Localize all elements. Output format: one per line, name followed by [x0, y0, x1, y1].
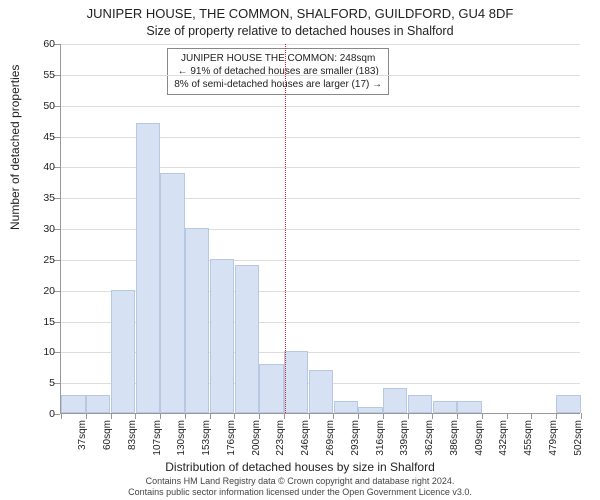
y-tick-label: 25	[29, 254, 55, 266]
x-tick-label: 479sqm	[548, 420, 559, 456]
y-tick-label: 5	[29, 377, 55, 389]
histogram-bar	[185, 228, 209, 413]
x-axis-label: Distribution of detached houses by size …	[0, 460, 600, 474]
x-tick-label: 200sqm	[251, 420, 262, 456]
x-tick-label: 37sqm	[77, 420, 88, 450]
y-tick-label: 0	[29, 408, 55, 420]
histogram-bar	[457, 401, 481, 413]
histogram-bar	[309, 370, 333, 413]
x-tick-label: 386sqm	[449, 420, 460, 456]
histogram-bar	[160, 173, 184, 414]
chart-title-2: Size of property relative to detached ho…	[0, 24, 600, 38]
y-tick-label: 20	[29, 285, 55, 297]
x-tick-label: 130sqm	[176, 420, 187, 456]
histogram-bar	[358, 407, 382, 413]
x-tick	[185, 413, 186, 419]
histogram-bar	[136, 123, 160, 413]
x-tick	[210, 413, 211, 419]
x-tick	[309, 413, 310, 419]
footer-text: Contains HM Land Registry data © Crown c…	[0, 476, 600, 498]
x-tick	[408, 413, 409, 419]
x-tick-label: 432sqm	[498, 420, 509, 456]
y-tick-label: 15	[29, 316, 55, 328]
x-tick-label: 246sqm	[300, 420, 311, 456]
histogram-bar	[235, 265, 259, 413]
x-tick	[61, 413, 62, 419]
histogram-bar	[556, 395, 580, 414]
x-tick-label: 362sqm	[424, 420, 435, 456]
x-tick-label: 293sqm	[350, 420, 361, 456]
x-tick-label: 153sqm	[201, 420, 212, 456]
y-tick-label: 30	[29, 223, 55, 235]
histogram-chart: JUNIPER HOUSE, THE COMMON, SHALFORD, GUI…	[0, 0, 600, 500]
y-tick-label: 50	[29, 100, 55, 112]
histogram-bar	[210, 259, 234, 413]
x-tick	[86, 413, 87, 419]
x-tick-label: 316sqm	[375, 420, 386, 456]
footer-line-1: Contains HM Land Registry data © Crown c…	[0, 476, 600, 487]
histogram-bar	[284, 351, 308, 413]
x-tick	[383, 413, 384, 419]
gridline	[61, 106, 580, 107]
annotation-box: JUNIPER HOUSE THE COMMON: 248sqm ← 91% o…	[167, 48, 389, 95]
x-tick	[581, 413, 582, 419]
x-tick-label: 339sqm	[399, 420, 410, 456]
plot-area: JUNIPER HOUSE THE COMMON: 248sqm ← 91% o…	[60, 44, 580, 414]
x-tick	[111, 413, 112, 419]
histogram-bar	[408, 395, 432, 414]
x-tick-label: 107sqm	[152, 420, 163, 456]
y-tick-label: 35	[29, 192, 55, 204]
footer-line-2: Contains public sector information licen…	[0, 487, 600, 498]
histogram-bar	[111, 290, 135, 413]
y-tick-label: 10	[29, 346, 55, 358]
y-tick-label: 40	[29, 161, 55, 173]
x-tick	[358, 413, 359, 419]
y-tick-label: 60	[29, 38, 55, 50]
histogram-bar	[383, 388, 407, 413]
annotation-line-2: ← 91% of detached houses are smaller (18…	[174, 65, 382, 78]
x-tick-label: 176sqm	[226, 420, 237, 456]
annotation-line-1: JUNIPER HOUSE THE COMMON: 248sqm	[174, 52, 382, 65]
x-tick-label: 269sqm	[325, 420, 336, 456]
reference-line	[285, 44, 286, 413]
x-tick	[457, 413, 458, 419]
x-tick	[234, 413, 235, 419]
x-tick-label: 223sqm	[275, 420, 286, 456]
histogram-bar	[259, 364, 283, 413]
x-tick	[507, 413, 508, 419]
x-tick	[160, 413, 161, 419]
chart-title-1: JUNIPER HOUSE, THE COMMON, SHALFORD, GUI…	[0, 6, 600, 21]
x-tick-label: 60sqm	[102, 420, 113, 450]
y-tick-label: 55	[29, 69, 55, 81]
x-tick	[284, 413, 285, 419]
y-tick-label: 45	[29, 131, 55, 143]
histogram-bar	[61, 395, 85, 414]
annotation-line-3: 8% of semi-detached houses are larger (1…	[174, 78, 382, 91]
x-tick	[432, 413, 433, 419]
x-tick	[482, 413, 483, 419]
gridline	[61, 44, 580, 45]
gridline	[61, 75, 580, 76]
x-tick-label: 83sqm	[127, 420, 138, 450]
histogram-bar	[433, 401, 457, 413]
x-tick-label: 502sqm	[573, 420, 584, 456]
x-tick	[531, 413, 532, 419]
x-tick	[135, 413, 136, 419]
y-axis-label: Number of detached properties	[8, 65, 22, 230]
histogram-bar	[334, 401, 358, 413]
x-tick	[556, 413, 557, 419]
x-tick-label: 455sqm	[523, 420, 534, 456]
x-tick	[259, 413, 260, 419]
histogram-bar	[86, 395, 110, 414]
x-tick-label: 409sqm	[474, 420, 485, 456]
x-tick	[333, 413, 334, 419]
